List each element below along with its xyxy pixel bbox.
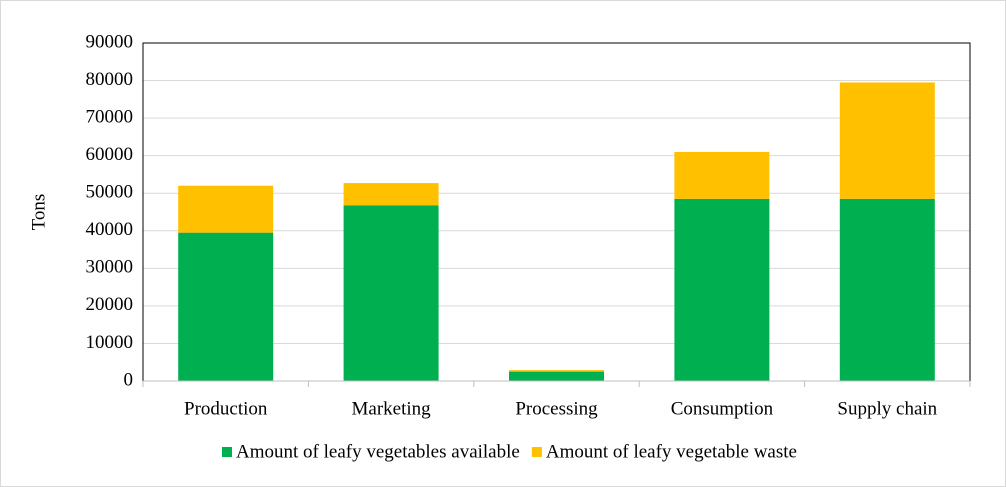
- bar-segment: [178, 185, 274, 233]
- y-tick-label: 90000: [86, 31, 134, 52]
- y-tick-label: 30000: [86, 257, 134, 278]
- y-tick-label: 50000: [86, 182, 134, 203]
- y-tick-label: 80000: [86, 69, 134, 90]
- x-tick-label: Production: [184, 398, 268, 419]
- bar-segment: [343, 183, 439, 206]
- legend-label: Amount of leafy vegetables available: [236, 441, 520, 462]
- x-tick-label: Consumption: [671, 398, 774, 419]
- bar-segment: [509, 370, 604, 372]
- x-tick-label: Supply chain: [837, 398, 937, 419]
- y-axis-label: Tons: [28, 194, 49, 231]
- y-tick-label: 10000: [86, 332, 134, 353]
- bar-segment: [509, 371, 604, 381]
- y-tick-label: 40000: [86, 219, 134, 240]
- x-tick-label: Processing: [515, 398, 598, 419]
- x-tick-label: Marketing: [352, 398, 432, 419]
- legend-swatch: [531, 447, 542, 457]
- bar-segment: [839, 198, 935, 381]
- y-tick-label: 60000: [86, 144, 134, 165]
- bar-segment: [343, 205, 439, 381]
- bar-segment: [674, 198, 770, 381]
- y-tick-label: 70000: [86, 106, 134, 127]
- y-tick-label: 0: [124, 369, 134, 390]
- y-tick-label: 20000: [86, 294, 134, 315]
- bar-segment: [178, 232, 274, 381]
- bar-segment: [839, 82, 935, 199]
- legend-swatch: [222, 447, 232, 457]
- legend-label: Amount of leafy vegetable waste: [546, 441, 797, 462]
- bar-segment: [674, 151, 770, 199]
